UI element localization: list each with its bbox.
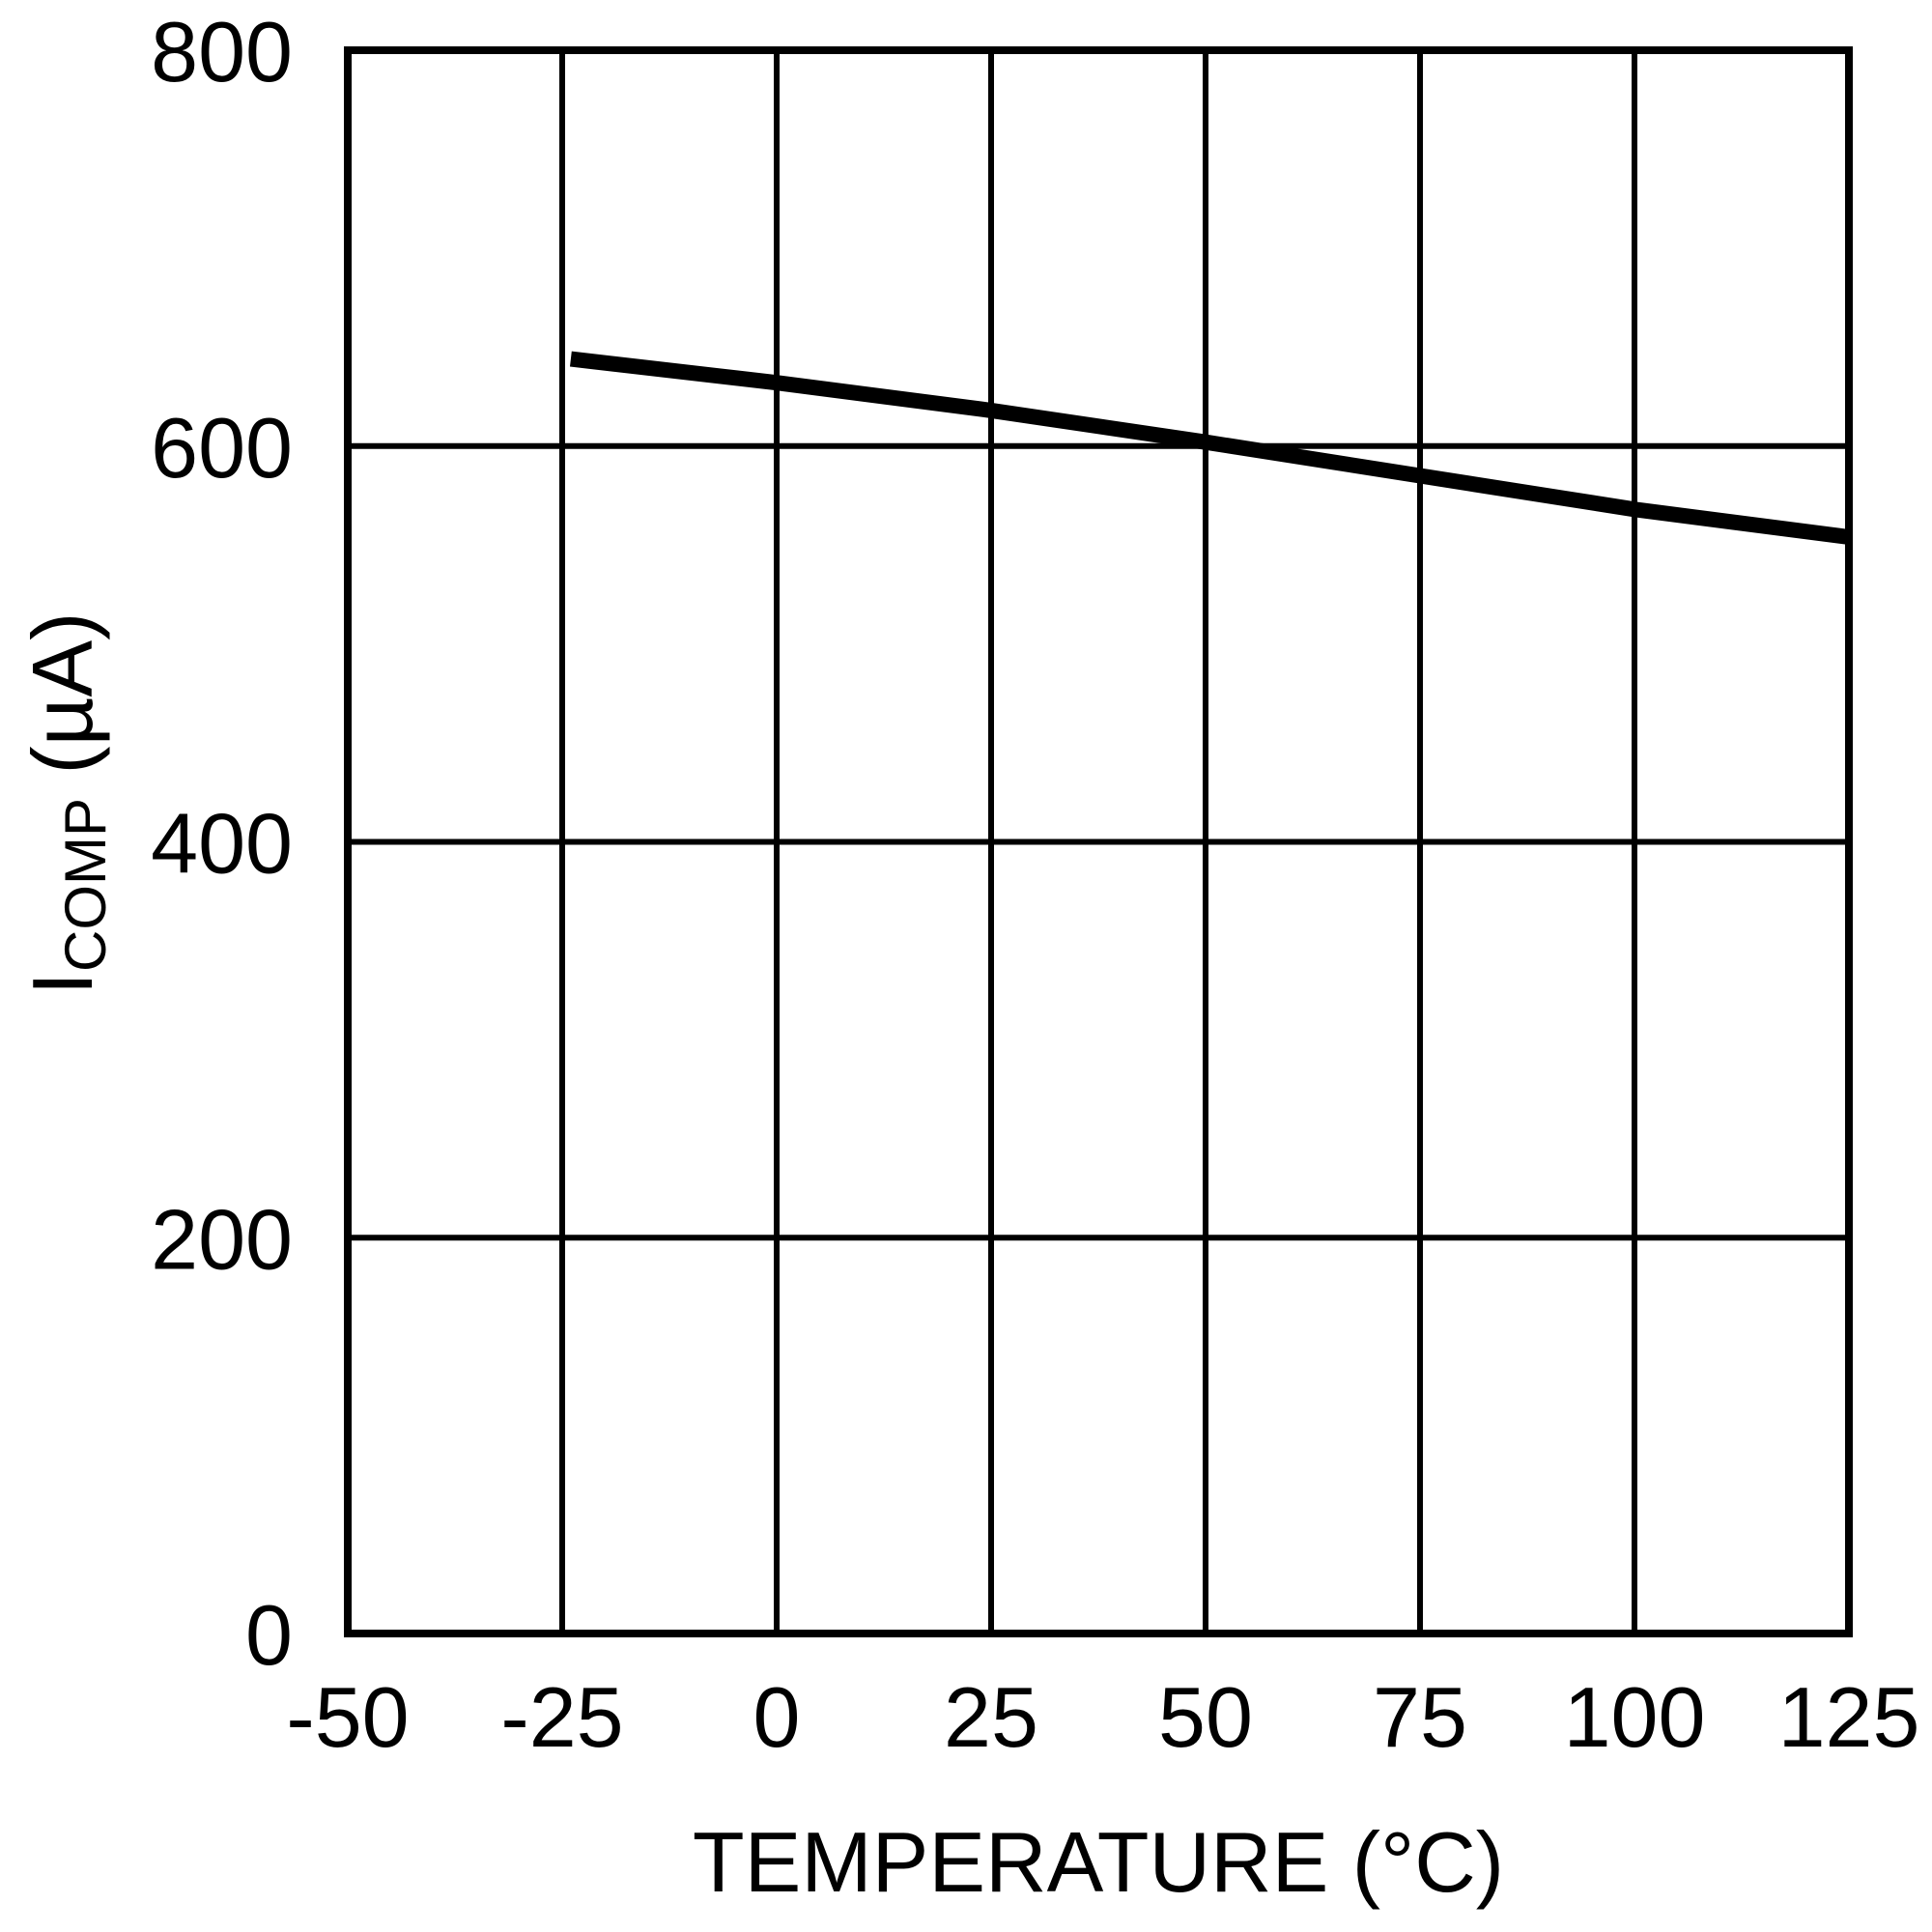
x-tick-label: 25 — [944, 1669, 1038, 1765]
x-axis-title: TEMPERATURE (°C) — [693, 1814, 1504, 1910]
series-line — [569, 351, 1851, 545]
y-tick-label: 0 — [245, 1587, 293, 1683]
data-series — [569, 351, 1851, 545]
x-axis-ticks: -50 -25 0 25 50 75 100 125 — [286, 1669, 1919, 1765]
y-axis-title-subscript: COMP — [53, 798, 118, 972]
y-axis-title-unit: (µA) — [14, 612, 110, 798]
y-axis-title-main: I — [14, 972, 110, 995]
y-tick-label: 200 — [151, 1191, 293, 1287]
y-tick-label: 600 — [151, 400, 293, 496]
y-axis-title: ICOMP (µA) — [14, 612, 118, 996]
x-tick-label: -50 — [286, 1669, 409, 1765]
x-tick-label: 0 — [753, 1669, 801, 1765]
y-tick-label: 800 — [151, 4, 293, 99]
y-axis-ticks: 0 200 400 600 800 — [151, 4, 293, 1683]
y-tick-label: 400 — [151, 796, 293, 892]
x-tick-label: 100 — [1564, 1669, 1706, 1765]
x-tick-label: 75 — [1373, 1669, 1467, 1765]
x-tick-label: -25 — [500, 1669, 623, 1765]
x-tick-label: 125 — [1778, 1669, 1920, 1765]
plot-frame — [344, 46, 1853, 1637]
x-tick-label: 50 — [1158, 1669, 1253, 1765]
grid-lines — [348, 50, 1849, 1634]
